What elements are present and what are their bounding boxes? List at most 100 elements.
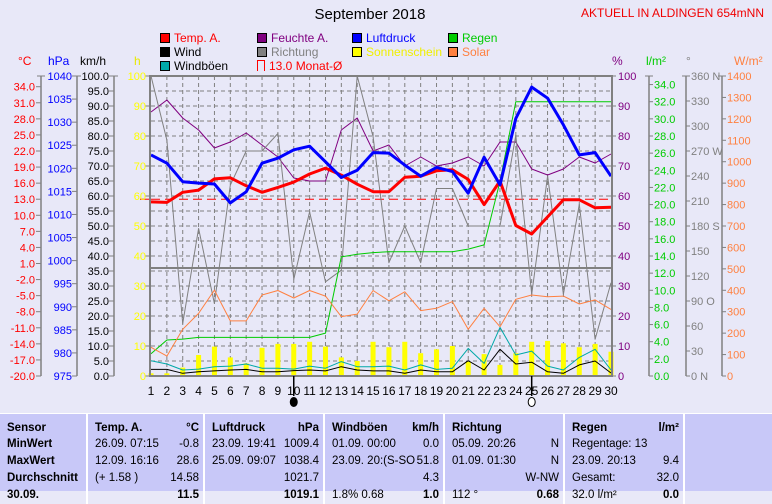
axis-label-solar: 600 — [727, 242, 745, 254]
axis-label-sun: 20 — [134, 311, 146, 323]
legend-item: Wind — [160, 44, 202, 59]
sunshine-bar — [354, 361, 360, 376]
x-tick-label: 27 — [557, 384, 571, 398]
axis-label-temp: 16.0 — [14, 178, 35, 190]
cell-label: Windböen — [332, 422, 388, 434]
axis-label-humidity: 0 — [618, 371, 624, 383]
sunshine-bar — [180, 367, 186, 376]
axis-label-rain: 14.0 — [654, 251, 675, 263]
table-cell: Richtung — [452, 421, 559, 436]
series-line-regen — [150, 101, 611, 355]
axis-label-wind: 100.0 — [81, 71, 109, 83]
axis-label-solar: 1400 — [727, 71, 751, 83]
axis-label-wind: 20.0 — [88, 311, 109, 323]
legend-item: 13.0 Monat-Ø — [257, 58, 343, 73]
legend-item: Richtung — [257, 45, 318, 59]
sunshine-bar — [529, 341, 535, 376]
axis-label-solar: 700 — [727, 221, 745, 233]
table-cell: 01.09. 00:00 0.0 — [332, 436, 439, 453]
unit-temp: °C — [18, 54, 32, 68]
axis-label-wind: 80.0 — [88, 131, 109, 143]
x-tick-label: 12 — [319, 384, 333, 398]
cell-label: Regentage: 13 — [572, 438, 648, 450]
sunshine-bar — [513, 353, 519, 376]
table-column: Luftdruck hPa 23.09. 19:41 1009.4 25.09. 09:… — [205, 414, 325, 504]
axis-label-temp: 31.0 — [14, 98, 35, 110]
cell-label: (+ 1.58 ) — [95, 472, 139, 484]
x-tick-label: 26 — [541, 384, 555, 398]
legend-label: Temp. A. — [174, 30, 221, 45]
axis-label-solar: 0 — [727, 371, 733, 383]
axis-label-humidity: 20 — [618, 311, 630, 323]
cell-value: 4.3 — [423, 472, 439, 484]
axis-label-temp: 4.0 — [20, 242, 35, 254]
table-cell: 25.09. 09:07 1038.4 — [212, 453, 319, 470]
axis-label-temp: 34.0 — [14, 82, 35, 94]
axis-label-pressure: 1030 — [48, 117, 72, 129]
full-moon-icon — [527, 397, 536, 407]
axis-label-rain: 2.0 — [654, 354, 669, 366]
table-cell: 1021.7 — [212, 470, 319, 487]
legend-item: Solar — [448, 45, 490, 59]
axis-label-direction: 60 — [691, 321, 703, 333]
x-tick-label: 5 — [211, 384, 218, 398]
axis-label-humidity: 50 — [618, 221, 630, 233]
cell-value: 1009.4 — [283, 438, 319, 450]
axis-label-wind: 10.0 — [88, 341, 109, 353]
cell-value: N — [550, 455, 559, 467]
axis-label-direction: 270 W — [691, 146, 723, 158]
axis-label-rain: 28.0 — [654, 131, 675, 143]
x-tick-label: 6 — [227, 384, 234, 398]
axis-label-sun: 80 — [134, 131, 146, 143]
x-tick-label: 4 — [195, 384, 202, 398]
x-tick-label: 15 — [366, 384, 380, 398]
x-tick-label: 1 — [148, 384, 155, 398]
cell-value: hPa — [297, 422, 319, 434]
legend-label: Sonnenschein — [366, 44, 443, 59]
axis-label-direction: 300 — [691, 121, 709, 133]
axis-label-direction: 210 — [691, 196, 709, 208]
x-tick-label: 16 — [382, 384, 396, 398]
legend-label: 13.0 Monat-Ø — [269, 58, 343, 73]
x-tick-label: 24 — [509, 384, 523, 398]
sunshine-bar — [307, 341, 313, 376]
x-tick-label: 13 — [335, 384, 349, 398]
legend-swatch — [352, 32, 362, 43]
cell-label: 23.09. 19:41 — [212, 438, 276, 450]
axis-label-rain: 8.0 — [654, 302, 669, 314]
legend-item: Feuchte A. — [257, 31, 328, 45]
axis-label-wind: 75.0 — [88, 146, 109, 158]
axis-label-rain: 20.0 — [654, 200, 675, 212]
axis-label-wind: 95.0 — [88, 86, 109, 98]
axis-label-temp: -5.0 — [16, 291, 35, 303]
legend-swatch — [257, 46, 267, 57]
axis-label-pressure: 980 — [54, 348, 72, 360]
unit-pressure: hPa — [48, 54, 70, 68]
x-tick-label: 3 — [179, 384, 186, 398]
axis-label-humidity: 100 — [618, 71, 636, 83]
table-column: Richtung 05.09. 20:26 N 01.09. 01:30 N W-NW 11… — [445, 414, 565, 504]
table-cell — [692, 453, 768, 470]
sunshine-bar — [259, 347, 265, 376]
table-cell: Gesamt: 32.0 — [572, 470, 679, 487]
cell-value: °C — [186, 422, 199, 434]
legend-label: Regen — [462, 30, 498, 45]
axis-label-wind: 60.0 — [88, 191, 109, 203]
axis-label-direction: 360 N — [691, 71, 720, 83]
legend-label: Wind — [174, 44, 202, 59]
chart-title: September 2018 — [314, 6, 426, 23]
unit-solar: W/m² — [734, 54, 763, 68]
axis-label-sun: 50 — [134, 221, 146, 233]
x-tick-label: 7 — [243, 384, 250, 398]
x-tick-label: 19 — [430, 384, 444, 398]
axis-label-wind: 85.0 — [88, 116, 109, 128]
axis-label-sun: 40 — [134, 251, 146, 263]
unit-humidity: % — [612, 54, 623, 68]
axis-label-temp: -17.0 — [10, 355, 35, 367]
sunshine-bar — [402, 341, 408, 376]
axis-label-temp: 13.0 — [14, 194, 35, 206]
table-cell: 4.3 — [332, 470, 439, 487]
axis-label-solar: 1300 — [727, 92, 751, 104]
axis-label-temp: -2.0 — [16, 275, 35, 287]
sunshine-bar — [465, 361, 471, 376]
